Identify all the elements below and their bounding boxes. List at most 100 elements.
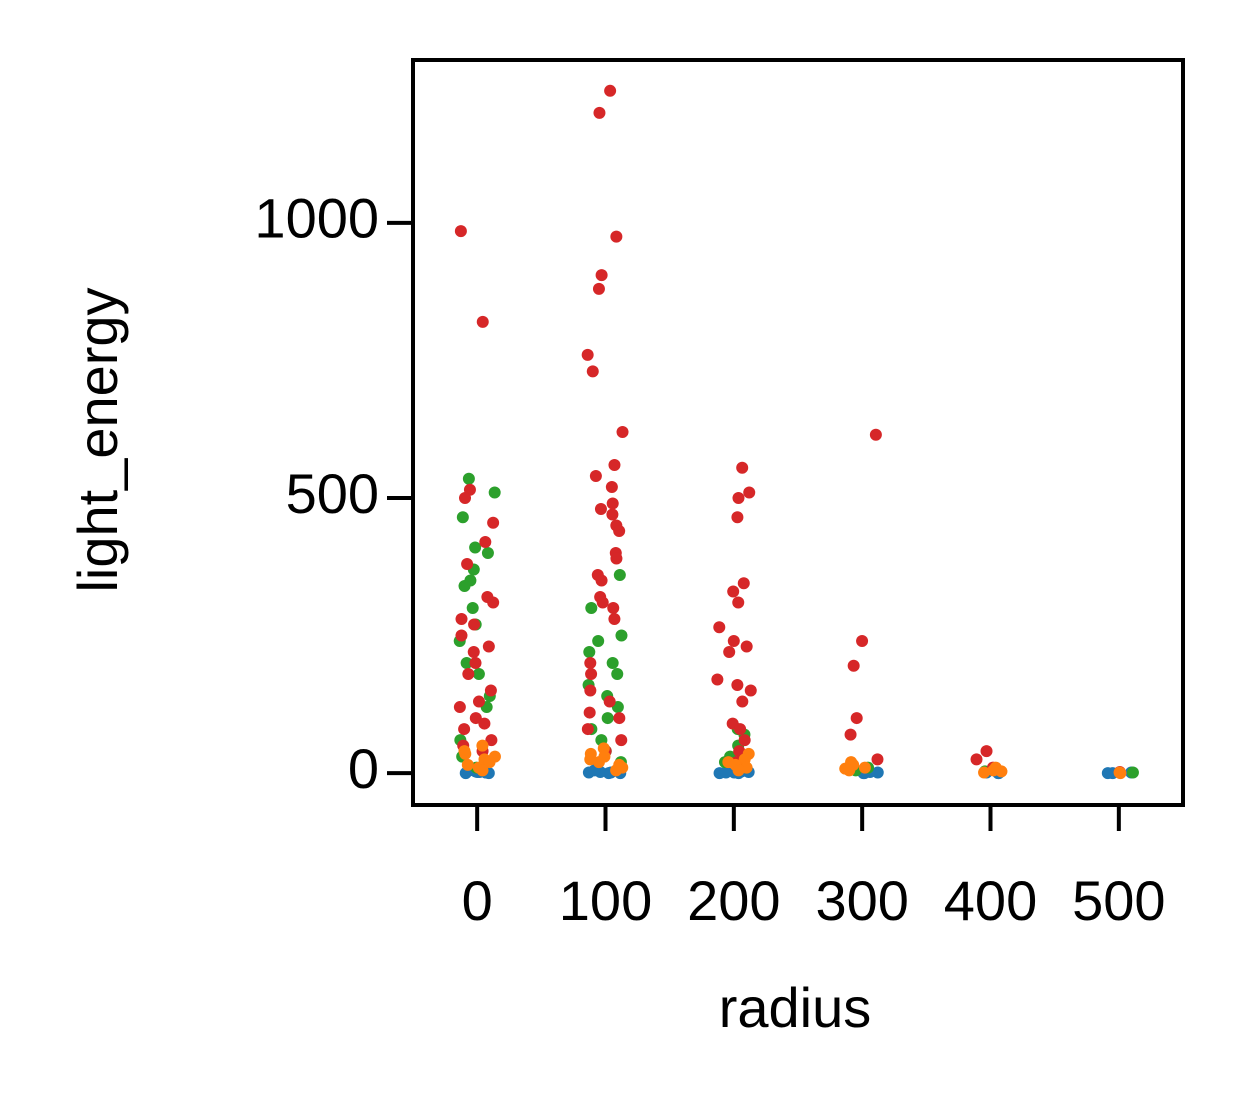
point <box>461 558 474 571</box>
point <box>732 764 745 777</box>
point <box>479 535 492 548</box>
point <box>583 706 596 719</box>
point <box>467 646 480 659</box>
point <box>585 668 598 681</box>
point <box>727 635 740 648</box>
point <box>869 428 882 441</box>
point <box>476 764 489 777</box>
x-tick-label: 100 <box>559 869 652 932</box>
point <box>606 657 619 670</box>
point <box>458 580 471 593</box>
point <box>738 734 751 747</box>
point <box>458 723 471 736</box>
point <box>732 491 745 504</box>
point <box>744 684 757 697</box>
x-axis-label: radius <box>719 976 872 1039</box>
point <box>615 734 628 747</box>
point <box>455 613 468 626</box>
point <box>734 723 747 736</box>
point <box>586 365 599 378</box>
point <box>581 348 594 361</box>
point <box>605 480 618 493</box>
point <box>459 747 472 760</box>
x-tick-label: 500 <box>1072 869 1165 932</box>
point <box>731 511 744 524</box>
point <box>980 745 993 758</box>
point <box>713 621 726 634</box>
point <box>466 602 479 615</box>
point <box>485 734 498 747</box>
x-tick-label: 300 <box>815 869 908 932</box>
point <box>613 524 626 537</box>
point <box>481 546 494 559</box>
point <box>581 723 594 736</box>
point <box>468 618 481 631</box>
point <box>608 458 621 471</box>
point <box>615 629 628 642</box>
point <box>482 640 495 653</box>
point <box>1114 767 1127 780</box>
point <box>731 679 744 692</box>
point <box>469 712 482 725</box>
point <box>610 552 623 565</box>
point <box>604 84 617 97</box>
y-tick-label: 1000 <box>254 187 379 250</box>
point <box>607 602 620 615</box>
point <box>585 602 598 615</box>
point <box>1101 767 1114 780</box>
x-tick-label: 400 <box>944 869 1037 932</box>
point <box>995 765 1008 778</box>
point <box>453 701 466 714</box>
point <box>727 585 740 598</box>
point <box>592 635 605 648</box>
point <box>616 425 629 438</box>
point <box>719 766 732 779</box>
point <box>608 613 621 626</box>
point <box>584 684 597 697</box>
point <box>850 712 863 725</box>
point <box>592 282 605 295</box>
point <box>487 596 500 609</box>
point <box>469 657 482 670</box>
point <box>606 497 619 510</box>
point <box>459 491 472 504</box>
y-tick-label: 0 <box>348 737 379 800</box>
point <box>472 695 485 708</box>
point <box>483 756 496 769</box>
point <box>488 486 501 499</box>
point <box>595 269 608 282</box>
point <box>610 764 623 777</box>
point <box>460 657 473 670</box>
point <box>476 739 489 752</box>
point <box>454 225 467 238</box>
point <box>978 766 991 779</box>
point <box>472 668 485 681</box>
point <box>606 508 619 521</box>
point <box>592 756 605 769</box>
point <box>711 673 724 686</box>
point <box>611 668 624 681</box>
point <box>613 569 626 582</box>
y-axis-label: light_energy <box>66 287 129 592</box>
point <box>476 315 489 328</box>
point <box>487 516 500 529</box>
point <box>613 712 626 725</box>
point <box>871 753 884 766</box>
point <box>462 668 475 681</box>
point <box>584 657 597 670</box>
point <box>478 717 491 730</box>
point <box>843 764 856 777</box>
point <box>469 541 482 554</box>
point <box>743 486 756 499</box>
point <box>844 728 857 741</box>
point <box>732 596 745 609</box>
point <box>595 574 608 587</box>
point <box>455 629 468 642</box>
point <box>736 461 749 474</box>
point <box>461 758 474 771</box>
point <box>462 472 475 485</box>
point <box>484 684 497 697</box>
x-tick-label: 200 <box>687 869 780 932</box>
point <box>456 511 469 524</box>
point <box>847 659 860 672</box>
